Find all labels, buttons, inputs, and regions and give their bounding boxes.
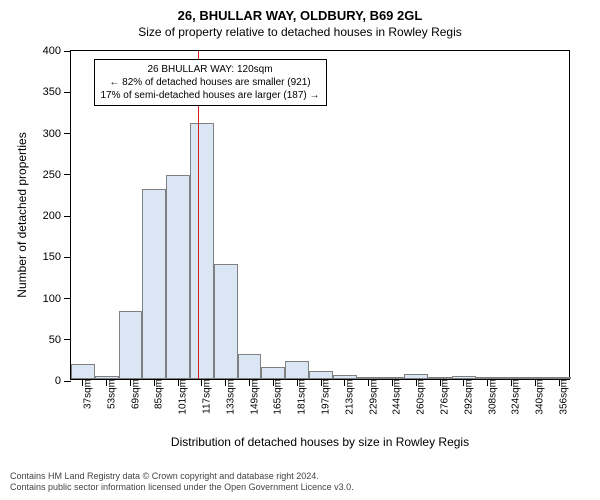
info-box-line: ← 82% of detached houses are smaller (92… (101, 76, 320, 89)
x-tick-label: 356sqm (549, 379, 570, 415)
y-tick-label: 0 (55, 375, 71, 387)
x-tick-label: 85sqm (144, 379, 165, 409)
info-box-line: 17% of semi-detached houses are larger (… (101, 89, 320, 102)
histogram-bar (238, 354, 262, 379)
chart-title-main: 26, BHULLAR WAY, OLDBURY, B69 2GL (0, 0, 600, 23)
y-tick-label: 50 (49, 334, 71, 346)
x-tick-label: 244sqm (382, 379, 403, 415)
y-tick-label: 400 (43, 45, 71, 57)
x-tick-label: 117sqm (191, 379, 212, 414)
plot-frame: 26 BHULLAR WAY: 120sqm ← 82% of detached… (70, 50, 570, 380)
x-tick-label: 324sqm (501, 379, 522, 415)
x-axis-label: Distribution of detached houses by size … (171, 435, 469, 449)
x-tick-label: 276sqm (430, 379, 451, 415)
histogram-bar (285, 361, 309, 379)
x-tick-label: 213sqm (334, 379, 355, 415)
y-tick-label: 350 (43, 86, 71, 98)
histogram-bar (309, 371, 333, 379)
y-tick-label: 250 (43, 169, 71, 181)
y-tick-label: 150 (43, 251, 71, 263)
chart-footer: Contains HM Land Registry data © Crown c… (10, 471, 354, 494)
footer-line: Contains HM Land Registry data © Crown c… (10, 471, 354, 483)
y-axis-label: Number of detached properties (15, 132, 29, 297)
y-tick-label: 200 (43, 210, 71, 222)
x-tick-label: 260sqm (406, 379, 427, 415)
histogram-bar (214, 264, 238, 380)
footer-line: Contains public sector information licen… (10, 482, 354, 494)
x-tick-label: 340sqm (525, 379, 546, 415)
x-tick-label: 165sqm (263, 379, 284, 415)
property-size-chart: 26, BHULLAR WAY, OLDBURY, B69 2GL Size o… (0, 0, 600, 500)
x-tick-label: 308sqm (477, 379, 498, 415)
x-tick-label: 101sqm (168, 379, 189, 415)
x-tick-label: 292sqm (453, 379, 474, 415)
x-tick-label: 181sqm (287, 379, 308, 415)
x-tick-label: 229sqm (358, 379, 379, 415)
histogram-bar (190, 123, 214, 379)
histogram-bar (119, 311, 143, 379)
histogram-bar (261, 367, 285, 379)
info-box-line: 26 BHULLAR WAY: 120sqm (101, 63, 320, 76)
x-tick-label: 197sqm (311, 379, 332, 415)
x-tick-label: 53sqm (96, 379, 117, 409)
x-tick-label: 133sqm (215, 379, 236, 415)
y-tick-label: 300 (43, 128, 71, 140)
histogram-bar (166, 175, 190, 379)
x-tick-label: 37sqm (72, 379, 93, 409)
y-tick-label: 100 (43, 293, 71, 305)
histogram-bar (71, 364, 95, 379)
x-tick-label: 149sqm (239, 379, 260, 415)
histogram-bar (142, 189, 166, 379)
x-tick-label: 69sqm (120, 379, 141, 409)
chart-title-sub: Size of property relative to detached ho… (0, 23, 600, 39)
marker-info-box: 26 BHULLAR WAY: 120sqm ← 82% of detached… (94, 59, 327, 106)
